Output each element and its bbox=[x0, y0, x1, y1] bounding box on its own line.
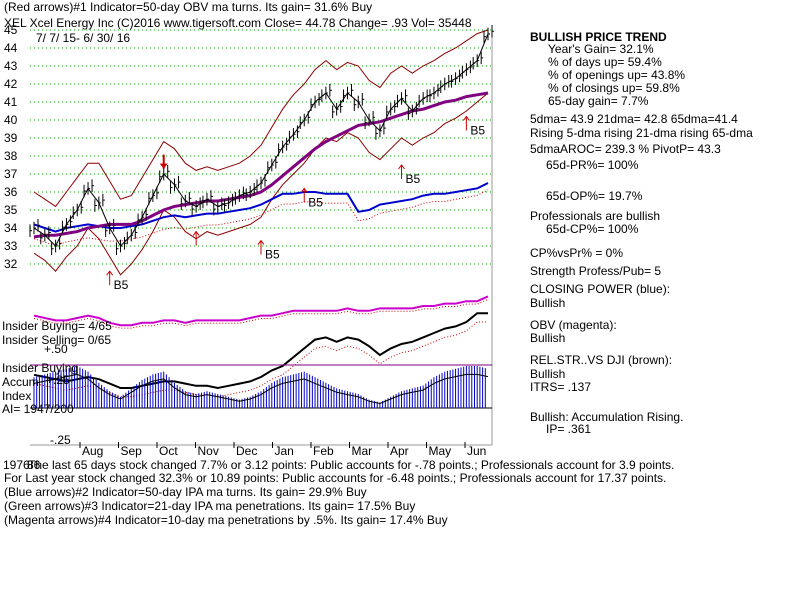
side-panel-line: % of days up= 59.4% bbox=[548, 55, 662, 69]
x-tick-label: Aug bbox=[82, 444, 103, 458]
x-tick-label: May bbox=[429, 444, 452, 458]
accum-index-value: AI= 1947/200 bbox=[2, 402, 74, 416]
side-panel-line: BULLISH PRICE TREND bbox=[530, 30, 667, 44]
x-tick-label: Jun bbox=[467, 444, 486, 458]
up-arrow-head bbox=[462, 115, 470, 121]
y-tick-label: 43 bbox=[4, 59, 18, 73]
y-tick-label: 40 bbox=[4, 113, 18, 127]
side-panel-line: Year's Gain= 32.1% bbox=[548, 42, 654, 56]
up-arrow-head bbox=[398, 164, 405, 170]
y-tick-label: 42 bbox=[4, 77, 18, 91]
insider-selling-label: Insider Selling= 0/65 bbox=[2, 333, 112, 347]
x-tick-label: Feb bbox=[313, 444, 334, 458]
side-panel-line: CP%vsPr% = 0% bbox=[530, 246, 624, 260]
year-overlap-label: 86 bbox=[27, 458, 41, 472]
up-arrow-head bbox=[106, 270, 114, 276]
indicator-1-line: (Red arrows)#1 Indicator=50-day OBV ma t… bbox=[4, 0, 373, 14]
x-tick-label: Jan bbox=[275, 444, 294, 458]
obv-ma-line bbox=[33, 298, 489, 329]
footer-line-green-arrows: (Green arrows)#3 Indicator=21-day IPA ma… bbox=[4, 499, 416, 513]
upper-band-line bbox=[33, 29, 489, 208]
y-tick-label: 33 bbox=[4, 239, 18, 253]
side-panel-line: Bullish bbox=[530, 296, 566, 310]
lower-band-line bbox=[33, 92, 489, 276]
side-panel-line: 5dma= 43.9 21dma= 42.8 65dma=41.4 bbox=[530, 112, 738, 126]
side-panel-line: Strength Profess/Pub= 5 bbox=[530, 264, 662, 278]
footer-line-magenta-arrows: (Magenta arrows)#4 Indicator=10-day ma p… bbox=[4, 513, 448, 527]
x-tick-labels: Aug Sep Oct Nov Dec Jan Feb Mar Apr May Jun bbox=[79, 442, 486, 458]
b5-signal-label: B5 bbox=[265, 248, 280, 262]
ma65-line bbox=[33, 91, 489, 239]
relstr-line bbox=[33, 312, 488, 390]
b5-signal-label: B5 bbox=[114, 278, 129, 292]
price-series bbox=[29, 24, 494, 255]
closing-power-ma-line bbox=[33, 189, 489, 247]
y-tick-label: 32 bbox=[4, 257, 18, 271]
y-tick-label: 39 bbox=[4, 131, 18, 145]
insider-buying-label-2: Insider Buying bbox=[2, 361, 79, 375]
ticker-summary-line: XEL Xcel Energy Inc (C)2016 www.tigersof… bbox=[4, 16, 472, 30]
index-label: Index bbox=[2, 389, 32, 403]
up-arrow-head bbox=[300, 187, 308, 193]
x-tick-label: Nov bbox=[198, 444, 219, 458]
side-panel-line: % of openings up= 43.8% bbox=[548, 68, 686, 82]
side-panel-line: Bullish bbox=[530, 331, 566, 345]
x-tick-label: Mar bbox=[352, 444, 373, 458]
price-y-tick-labels: 32 33 34 35 36 37 38 39 40 41 42 43 44 45 bbox=[4, 23, 18, 271]
b5-signal-label: B5 bbox=[406, 172, 421, 186]
footer-line-blue-arrows: (Blue arrows)#2 Indicator=50-day IPA ma … bbox=[4, 485, 367, 499]
y-tick-label: 36 bbox=[4, 185, 18, 199]
accum-ma-line bbox=[33, 373, 489, 405]
y-tick-label: 44 bbox=[4, 41, 18, 55]
y-tick-label: 41 bbox=[4, 95, 18, 109]
side-panel-line: CLOSING POWER (blue): bbox=[530, 282, 671, 296]
y-tick-label: 45 bbox=[4, 23, 18, 37]
x-tick-label: Oct bbox=[159, 444, 178, 458]
side-panel-line: 65d-PR%= 100% bbox=[546, 158, 639, 172]
down-arrow-head bbox=[159, 163, 168, 169]
x-tick-label: Apr bbox=[390, 444, 409, 458]
up-arrow-head bbox=[257, 239, 265, 245]
b5-signal-label: B5 bbox=[470, 123, 485, 137]
accum-label: Accum bbox=[2, 375, 39, 389]
footer-line-lastyear: For Last year stock changed 32.3% or 10.… bbox=[4, 471, 667, 485]
signal-arrows: B5 B5 B5 B5 B5 bbox=[106, 115, 485, 292]
obv-line bbox=[33, 295, 489, 327]
side-panel-line: Professionals are bullish bbox=[530, 209, 661, 223]
accum-minus25-label: -.25 bbox=[50, 433, 71, 447]
side-panel-line: 5dmaAROC= 239.3 % PivotP= 43.3 bbox=[530, 142, 721, 156]
x-tick-label: Dec bbox=[236, 444, 257, 458]
year-label: 1976 bbox=[3, 458, 30, 472]
side-panel-line: IP= .361 bbox=[546, 422, 592, 436]
side-panel-line: 65d-OP%= 19.7% bbox=[546, 189, 643, 203]
y-tick-label: 35 bbox=[4, 203, 18, 217]
accum-plus25-label: +.25 bbox=[46, 373, 70, 387]
price-close-line bbox=[33, 33, 489, 247]
side-panel-line: 65d-CP%= 100% bbox=[546, 222, 639, 236]
side-panel-line: % of closings up= 59.8% bbox=[548, 81, 680, 95]
y-tick-label: 37 bbox=[4, 167, 18, 181]
footer-line-65day: The last 65 days stock changed 7.7% or 3… bbox=[28, 458, 675, 472]
b5-signal-label: B5 bbox=[308, 195, 323, 209]
date-range: 7/ 7/ 15- 6/ 30/ 16 bbox=[36, 31, 131, 45]
side-panel-line: ITRS= .137 bbox=[530, 380, 592, 394]
indicator-panels bbox=[30, 295, 492, 409]
side-panel-line: Bullish bbox=[530, 367, 566, 381]
side-panel-line: OBV (magenta): bbox=[530, 318, 617, 332]
y-tick-label: 34 bbox=[4, 221, 18, 235]
side-panel-line: Bullish: Accumulation Rising. bbox=[530, 410, 684, 424]
y-tick-label: 38 bbox=[4, 149, 18, 163]
up-arrow-head bbox=[192, 230, 200, 236]
side-panel-line: REL.STR..VS DJI (brown): bbox=[530, 353, 673, 367]
insider-buying-label: Insider Buying= 4/65 bbox=[2, 319, 112, 333]
price-gridlines bbox=[30, 28, 493, 446]
side-panel-line: Rising 5-dma rising 21-dma rising 65-dma bbox=[530, 126, 753, 140]
accum-plus50-label: +.50 bbox=[44, 342, 68, 356]
price-bands bbox=[33, 29, 489, 276]
side-panel-line: 65-day gain= 7.7% bbox=[548, 94, 649, 108]
x-tick-label: Sep bbox=[121, 444, 143, 458]
